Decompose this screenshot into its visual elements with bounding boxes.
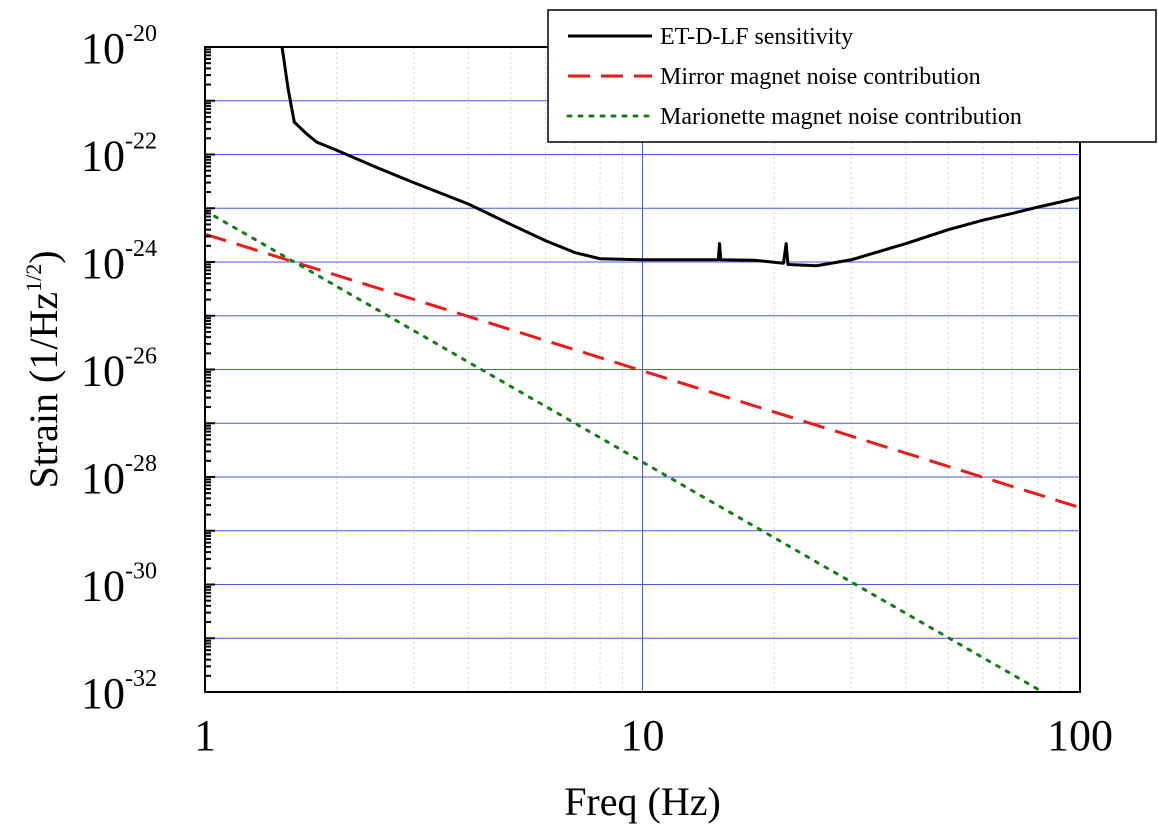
grid-layer bbox=[204, 46, 1081, 693]
y-tick-base: 10 bbox=[81, 669, 125, 718]
legend-label-1: Mirror magnet noise contribution bbox=[660, 64, 981, 90]
y-tick-label: 10-26 bbox=[81, 344, 157, 396]
legend: ET-D-LF sensitivity Mirror magnet noise c… bbox=[547, 9, 1157, 143]
series-line-0 bbox=[280, 47, 1080, 268]
y-tick-exponent: -20 bbox=[125, 21, 157, 47]
y-tick-exponent: -24 bbox=[125, 236, 157, 262]
y-axis-title-suffix: ) bbox=[21, 250, 66, 263]
series-layer bbox=[205, 47, 1080, 692]
y-tick-exponent: -28 bbox=[125, 451, 157, 477]
y-tick-label: 10-24 bbox=[81, 236, 157, 288]
y-tick-exponent: -26 bbox=[125, 344, 157, 370]
y-tick-base: 10 bbox=[81, 454, 125, 503]
tick-labels-layer: 1 10 10010-2010-2210-2410-2610-2810-3010-3… bbox=[81, 21, 1113, 760]
y-axis-title: Strain (1/Hz1/2) bbox=[21, 250, 66, 488]
x-tick-label: 100 bbox=[1047, 711, 1113, 760]
x-axis-title: Freq (Hz) bbox=[564, 779, 721, 824]
y-tick-exponent: -30 bbox=[125, 559, 157, 585]
y-tick-exponent: -32 bbox=[125, 666, 157, 692]
y-axis-title-prefix: Strain (1/Hz bbox=[21, 292, 66, 489]
x-tick-label: 10 bbox=[621, 711, 665, 760]
y-tick-base: 10 bbox=[81, 132, 125, 181]
ticks-layer bbox=[205, 48, 215, 693]
y-tick-base: 10 bbox=[81, 24, 125, 73]
y-tick-label: 10-22 bbox=[81, 129, 157, 181]
y-tick-base: 10 bbox=[81, 347, 125, 396]
y-axis-title-sup: 1/2 bbox=[21, 264, 46, 292]
y-tick-label: 10-32 bbox=[81, 666, 157, 718]
legend-label-0: ET-D-LF sensitivity bbox=[660, 24, 853, 50]
y-tick-exponent: -22 bbox=[125, 129, 157, 155]
x-tick-label: 1 bbox=[194, 711, 216, 760]
y-tick-base: 10 bbox=[81, 239, 125, 288]
series-line-1 bbox=[205, 232, 1080, 509]
y-tick-base: 10 bbox=[81, 562, 125, 611]
y-tick-label: 10-20 bbox=[81, 21, 157, 73]
y-tick-label: 10-30 bbox=[81, 559, 157, 611]
series-line-2 bbox=[205, 209, 1046, 692]
axis-titles: Freq (Hz) Strain (1/Hz1/2) bbox=[21, 250, 721, 824]
legend-label-2: Marionette magnet noise contribution bbox=[660, 104, 1022, 130]
y-tick-label: 10-28 bbox=[81, 451, 157, 503]
